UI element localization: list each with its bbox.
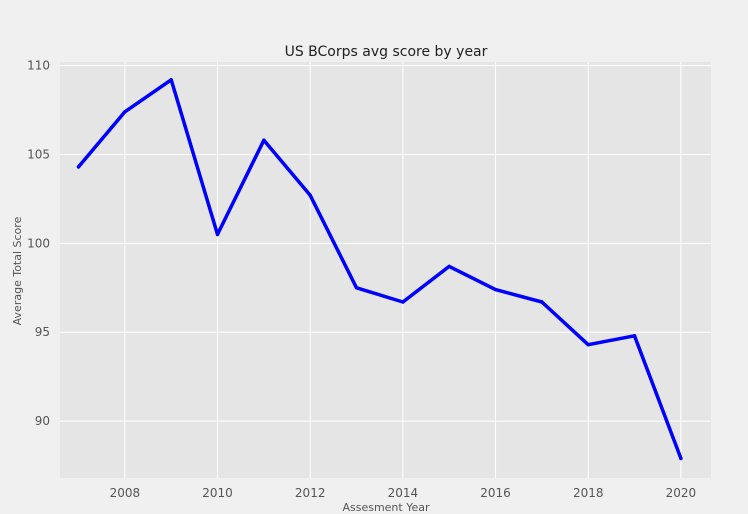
x-tick-label: 2012	[295, 486, 326, 500]
y-tick-label: 90	[35, 414, 50, 428]
x-tick-label: 2014	[388, 486, 419, 500]
grid-lines	[60, 62, 711, 478]
data-point	[679, 456, 683, 461]
y-tick-label: 100	[27, 236, 50, 250]
data-point	[401, 300, 405, 304]
data-point	[586, 342, 590, 347]
data-points	[76, 78, 683, 461]
data-point	[169, 78, 173, 82]
chart-title: US BCorps avg score by year	[285, 44, 488, 60]
data-point	[262, 138, 266, 142]
plot-area	[60, 62, 711, 478]
x-tick-label: 2016	[480, 486, 511, 500]
data-point	[354, 286, 359, 290]
y-axis-label: Average Total Score	[11, 216, 24, 325]
series-line	[76, 78, 683, 461]
data-point	[493, 287, 498, 292]
x-tick-label: 2010	[202, 486, 233, 500]
data-point	[447, 264, 451, 269]
x-tick-label: 2008	[110, 486, 141, 500]
x-axis-label: Assesment Year	[342, 501, 430, 514]
data-point	[123, 110, 127, 114]
y-tick-label: 110	[27, 59, 50, 73]
tick-labels: 2008 2010 2012 2014 2016 2018 2020 90 95 100 105 11…	[27, 59, 696, 500]
y-tick-label: 105	[27, 147, 50, 161]
data-point	[632, 334, 637, 338]
data-point	[76, 165, 81, 169]
x-tick-label: 2018	[573, 486, 604, 500]
data-point	[215, 232, 220, 237]
data-point	[308, 193, 312, 198]
y-tick-label: 95	[35, 325, 50, 339]
data-point	[540, 300, 544, 304]
x-tick-label: 2020	[666, 486, 697, 500]
